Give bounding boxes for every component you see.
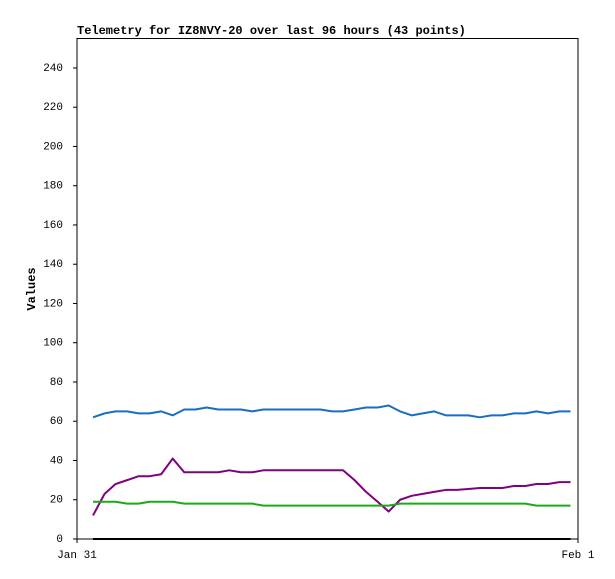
x-tick-label: Jan 31 [57, 550, 97, 562]
y-tick-label: 40 [50, 455, 63, 467]
y-tick-label: 240 [43, 63, 63, 75]
y-tick-label: 100 [43, 338, 63, 350]
y-tick-label: 220 [43, 102, 63, 114]
series-line [93, 500, 571, 507]
y-tick-label: 0 [56, 534, 63, 546]
series-line [92, 404, 571, 419]
y-axis-label: Values [25, 267, 39, 310]
y-tick-label: 160 [43, 220, 63, 232]
y-tick-label: 80 [50, 377, 63, 389]
series-line [92, 457, 571, 516]
y-tick-label: 20 [50, 495, 63, 507]
y-tick-label: 120 [43, 298, 63, 310]
y-tick-label: 140 [43, 259, 63, 271]
y-tick-label: 180 [43, 181, 63, 193]
chart-title: Telemetry for IZ8NVY-20 over last 96 hou… [77, 24, 466, 38]
y-tick-label: 60 [50, 416, 63, 428]
y-tick-label: 200 [43, 141, 63, 153]
x-tick-label: Feb 1 [561, 550, 594, 562]
